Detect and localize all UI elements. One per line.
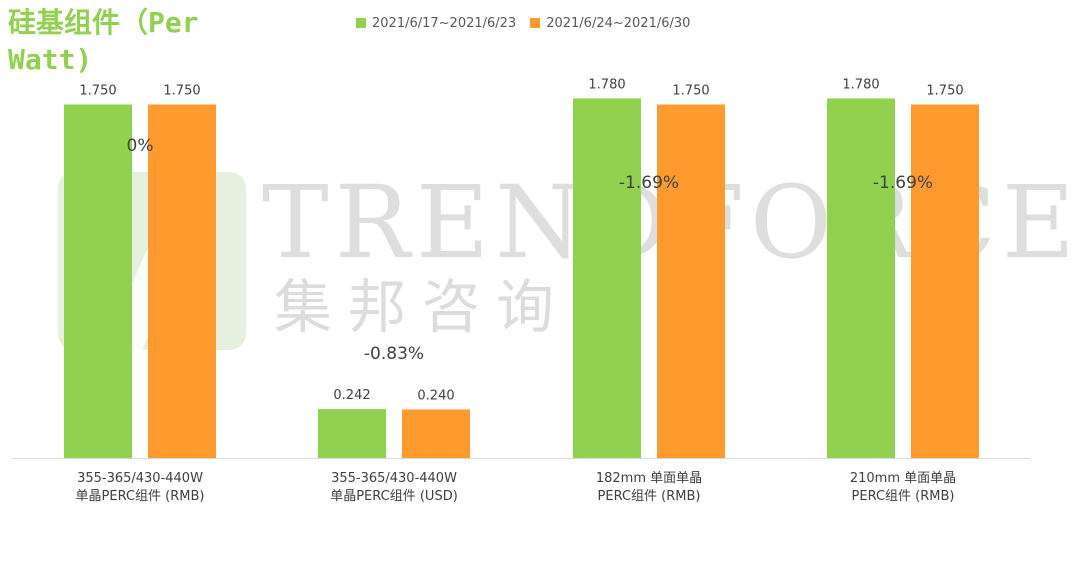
bar-series-2-cat-3 <box>657 104 725 458</box>
category-label-4-line-2: PERC组件 (RMB) <box>852 489 955 504</box>
bar-series-1-cat-3 <box>573 98 641 458</box>
legend-swatch-series-1 <box>356 18 366 28</box>
category-label-3-line-1: 182mm 单面单晶 <box>596 471 702 486</box>
change-label-cat-3: -1.69% <box>619 173 679 193</box>
bar-series-2-cat-2 <box>402 409 470 458</box>
legend-item-series-1: 2021/6/17~2021/6/23 <box>356 16 516 31</box>
bar-series-2-cat-4 <box>911 104 979 458</box>
data-label-series-1-cat-1: 1.750 <box>79 84 116 99</box>
data-label-series-1-cat-2: 0.242 <box>333 388 370 403</box>
category-label-2-line-2: 单晶PERC组件 (USD) <box>330 489 458 504</box>
category-label-2-line-1: 355-365/430-440W <box>331 471 457 486</box>
category-label-4-line-1: 210mm 单面单晶 <box>850 471 956 486</box>
data-label-series-1-cat-4: 1.780 <box>842 77 879 92</box>
legend-label-series-1: 2021/6/17~2021/6/23 <box>372 15 517 31</box>
change-label-cat-4: -1.69% <box>873 173 933 193</box>
change-label-cat-2: -0.83% <box>364 344 424 364</box>
bar-series-2-cat-1 <box>148 104 216 458</box>
legend: 2021/6/17~2021/6/23 2021/6/24~2021/6/30 <box>356 14 704 32</box>
bar-series-1-cat-4 <box>827 98 895 458</box>
data-label-series-2-cat-2: 0.240 <box>417 389 454 404</box>
data-label-series-1-cat-3: 1.780 <box>588 77 625 92</box>
category-label-1-line-1: 355-365/430-440W <box>77 471 203 486</box>
bar-series-1-cat-2 <box>318 409 386 458</box>
legend-swatch-series-2 <box>530 18 541 28</box>
legend-label-series-2: 2021/6/24~2021/6/30 <box>546 15 691 31</box>
data-label-series-2-cat-4: 1.750 <box>926 84 963 99</box>
category-label-1-line-2: 单晶PERC组件 (RMB) <box>76 489 205 504</box>
data-label-series-2-cat-1: 1.750 <box>163 84 200 99</box>
chart-title: 硅基组件（Per Watt) <box>8 6 199 76</box>
change-label-cat-1: 0% <box>127 136 154 156</box>
bar-series-1-cat-1 <box>64 104 132 458</box>
legend-item-series-2: 2021/6/24~2021/6/30 <box>530 16 690 31</box>
data-label-series-2-cat-3: 1.750 <box>672 84 709 99</box>
category-label-3-line-2: PERC组件 (RMB) <box>598 489 701 504</box>
